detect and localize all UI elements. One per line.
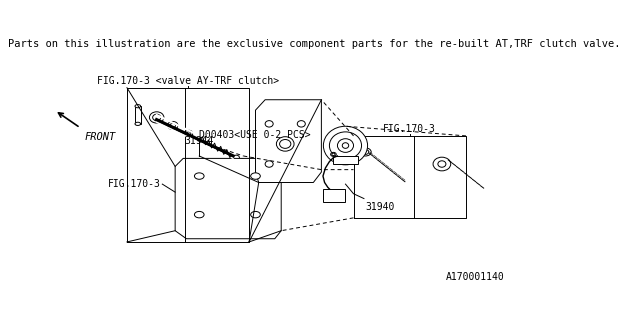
Ellipse shape: [153, 114, 161, 121]
Text: FIG.170-3: FIG.170-3: [108, 179, 161, 189]
Ellipse shape: [362, 149, 369, 154]
Ellipse shape: [297, 121, 305, 127]
Ellipse shape: [149, 112, 164, 123]
Ellipse shape: [251, 173, 260, 179]
Text: FIG.170-3: FIG.170-3: [383, 124, 436, 134]
Bar: [323, 189, 346, 202]
Polygon shape: [255, 100, 321, 182]
Ellipse shape: [135, 105, 141, 108]
Ellipse shape: [233, 155, 239, 160]
Ellipse shape: [168, 121, 178, 130]
Ellipse shape: [360, 148, 371, 156]
Ellipse shape: [170, 124, 175, 127]
Ellipse shape: [265, 121, 273, 127]
Ellipse shape: [276, 137, 294, 151]
Text: 31944: 31944: [184, 136, 214, 146]
Ellipse shape: [135, 122, 141, 125]
Ellipse shape: [332, 153, 335, 156]
Ellipse shape: [195, 173, 204, 179]
Ellipse shape: [195, 212, 204, 218]
Bar: [333, 156, 358, 164]
Text: FIG.170-3 <valve AY-TRF clutch>: FIG.170-3 <valve AY-TRF clutch>: [97, 76, 279, 86]
Ellipse shape: [251, 212, 260, 218]
Text: 31940: 31940: [365, 202, 395, 212]
Ellipse shape: [331, 152, 336, 156]
Ellipse shape: [265, 161, 273, 167]
Ellipse shape: [433, 157, 451, 171]
Text: FRONT: FRONT: [84, 132, 116, 142]
Ellipse shape: [342, 143, 349, 148]
Ellipse shape: [280, 140, 291, 148]
Ellipse shape: [240, 159, 245, 163]
Ellipse shape: [185, 130, 193, 137]
Ellipse shape: [323, 126, 367, 165]
Ellipse shape: [337, 139, 353, 152]
Ellipse shape: [438, 161, 446, 167]
Ellipse shape: [330, 132, 362, 159]
Text: Parts on this illustration are the exclusive component parts for the re-built AT: Parts on this illustration are the exclu…: [8, 39, 621, 50]
Ellipse shape: [187, 132, 191, 135]
Text: A170001140: A170001140: [446, 272, 504, 282]
Text: D00403<USE 0-2 PCS>: D00403<USE 0-2 PCS>: [199, 130, 311, 140]
Bar: [135, 106, 141, 124]
Polygon shape: [175, 158, 281, 239]
